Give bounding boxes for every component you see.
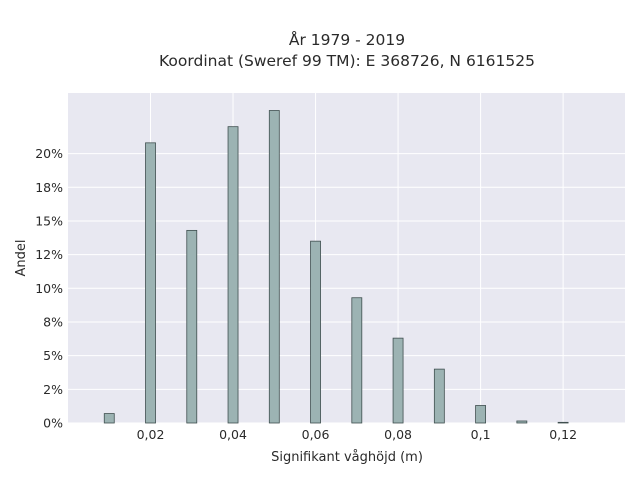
histogram-bar [392,337,404,424]
y-tick-label: 8% [43,314,63,329]
y-axis-label: Andel [14,240,29,277]
histogram-bar [145,142,156,424]
histogram-bar [433,368,445,424]
chart-title-line-2: Koordinat (Sweref 99 TM): E 368726, N 61… [159,52,535,70]
plot-area [68,93,625,423]
bars-layer [103,110,569,424]
y-axis-ticks: 0% 2% 5% 8% 10% 12% 15% 18% 20% [35,146,63,430]
y-tick-label: 0% [43,416,63,431]
histogram-bar [310,240,321,424]
y-tick-label: 12% [35,247,63,262]
x-tick-label: 0,06 [302,427,330,442]
y-tick-label: 20% [35,146,63,161]
histogram-bar [475,405,486,424]
x-axis-label: Signifikant våghöjd (m) [271,450,423,465]
y-tick-label: 5% [43,348,63,363]
histogram-bar [227,126,239,424]
histogram-bar [268,110,280,424]
histogram-bar [557,421,569,424]
y-tick-label: 10% [35,281,63,296]
y-tick-label: 2% [43,382,63,397]
x-tick-label: 0,12 [549,427,577,442]
x-tick-label: 0,02 [137,427,165,442]
histogram-bar [186,229,198,424]
histogram-bar [351,297,363,424]
x-tick-label: 0,1 [471,427,491,442]
x-tick-label: 0,04 [219,427,247,442]
chart-title-line-1: År 1979 - 2019 [289,30,405,49]
x-axis-ticks: 0,02 0,04 0,06 0,08 0,1 0,12 [137,427,577,442]
histogram-bar [516,420,528,424]
y-tick-label: 15% [35,213,63,228]
histogram-bar [103,413,115,424]
x-tick-label: 0,08 [384,427,412,442]
y-tick-label: 18% [35,180,63,195]
